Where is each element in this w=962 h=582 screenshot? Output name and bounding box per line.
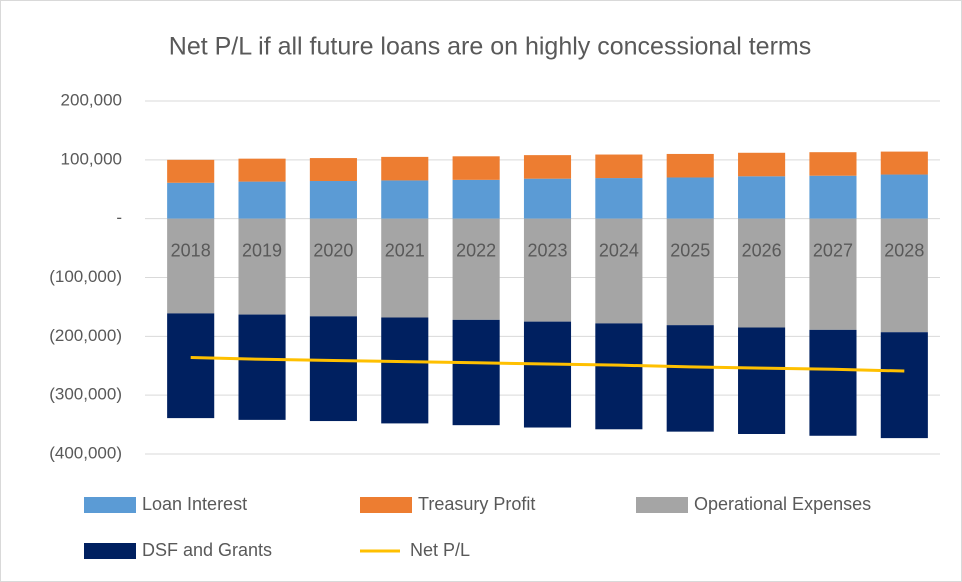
legend-swatch — [360, 497, 412, 513]
y-tick-label: - — [116, 208, 122, 227]
x-tick-label: 2025 — [670, 240, 710, 260]
legend-label: Loan Interest — [142, 494, 247, 514]
bar — [809, 175, 857, 219]
x-tick-label: 2024 — [599, 240, 639, 260]
bar — [738, 327, 786, 434]
bar — [880, 218, 928, 333]
y-tick-label: (400,000) — [49, 443, 122, 462]
bar — [452, 319, 500, 426]
bar — [595, 178, 643, 219]
y-tick-label: 200,000 — [61, 90, 122, 109]
x-tick-label: 2021 — [385, 240, 425, 260]
legend-label: Operational Expenses — [694, 494, 871, 514]
bar — [309, 181, 357, 219]
bar — [309, 218, 357, 317]
x-tick-label: 2019 — [242, 240, 282, 260]
legend-label: Treasury Profit — [418, 494, 535, 514]
bar — [523, 178, 572, 219]
bar — [452, 179, 500, 219]
bar — [167, 159, 215, 183]
x-tick-label: 2028 — [884, 240, 924, 260]
x-tick-label: 2022 — [456, 240, 496, 260]
bar — [738, 176, 786, 219]
bar — [452, 218, 500, 320]
legend-swatch — [636, 497, 688, 513]
bar — [523, 218, 572, 322]
legend-label: Net P/L — [410, 540, 470, 560]
bar — [167, 182, 215, 219]
x-tick-label: 2020 — [313, 240, 353, 260]
bar — [452, 156, 500, 180]
bar — [595, 154, 643, 179]
x-tick-label: 2018 — [171, 240, 211, 260]
bar — [381, 156, 429, 181]
bar — [666, 153, 714, 178]
x-tick-label: 2027 — [813, 240, 853, 260]
bar — [167, 313, 215, 419]
legend-swatch — [84, 543, 136, 559]
bar — [523, 155, 572, 179]
bar — [523, 321, 572, 428]
bar — [595, 218, 643, 324]
legend-label: DSF and Grants — [142, 540, 272, 560]
legend-swatch — [84, 497, 136, 513]
bar — [738, 218, 786, 328]
bar — [381, 180, 429, 219]
x-tick-label: 2026 — [742, 240, 782, 260]
bar — [595, 323, 643, 430]
bar — [309, 316, 357, 422]
chart-title: Net P/L if all future loans are on highl… — [169, 33, 811, 61]
bar — [381, 317, 429, 424]
y-tick-label: (100,000) — [49, 267, 122, 286]
bar — [167, 218, 215, 314]
y-tick-label: 100,000 — [61, 149, 122, 168]
bar — [666, 325, 714, 432]
bar — [238, 314, 286, 420]
bar — [880, 174, 928, 219]
bar — [666, 177, 714, 219]
bar — [238, 181, 286, 219]
bar — [309, 158, 357, 182]
y-tick-label: (200,000) — [49, 326, 122, 345]
bar — [880, 151, 928, 175]
bar — [738, 152, 786, 177]
bar — [880, 332, 928, 439]
y-tick-label: (300,000) — [49, 385, 122, 404]
bar — [666, 218, 714, 326]
bar — [381, 218, 429, 318]
bar — [809, 329, 857, 436]
bar — [238, 218, 286, 315]
bar — [809, 152, 857, 176]
line-series — [190, 356, 905, 373]
bar — [238, 158, 286, 182]
bar — [809, 218, 857, 330]
x-tick-label: 2023 — [527, 240, 567, 260]
